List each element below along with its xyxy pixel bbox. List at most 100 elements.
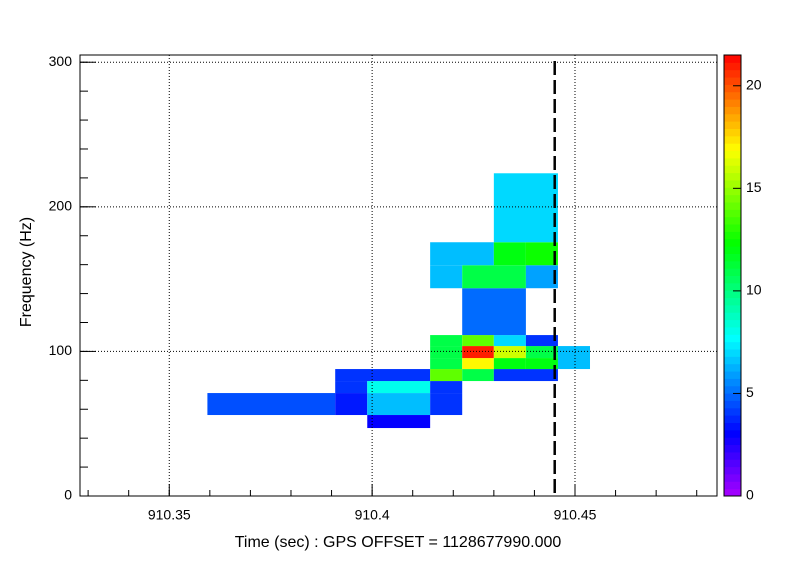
colorbar-step — [724, 165, 741, 174]
colorbar-step — [724, 488, 741, 497]
heatmap-cell — [462, 288, 526, 336]
colorbar-step — [724, 481, 741, 490]
colorbar-step — [724, 216, 741, 225]
colorbar-step — [724, 172, 741, 181]
heatmap-cell — [430, 369, 463, 382]
x-axis-title: Time (sec) : GPS OFFSET = 1128677990.000 — [235, 534, 562, 551]
colorbar-step — [724, 202, 741, 210]
colorbar-step — [724, 84, 741, 93]
heatmap-cell — [525, 242, 558, 266]
x-tick-label: 910.45 — [554, 507, 597, 523]
heatmap-cell — [557, 346, 591, 370]
colorbar-step — [724, 422, 741, 431]
colorbar-step — [724, 246, 741, 254]
heatmap-cell — [462, 265, 526, 289]
heatmap-cell — [462, 358, 494, 370]
colorbar-step — [724, 304, 741, 313]
colorbar-step — [724, 334, 741, 343]
colorbar-step — [724, 356, 741, 365]
colorbar-step — [724, 69, 741, 78]
heatmap-cell — [430, 346, 463, 359]
colorbar-step — [724, 91, 741, 100]
colorbar-step — [724, 157, 741, 166]
colorbar-step — [724, 209, 741, 218]
colorbar-step — [724, 113, 741, 122]
heatmap-cell — [462, 346, 494, 359]
colorbar-step — [724, 400, 741, 409]
heatmap-cell — [430, 393, 463, 416]
heatmap-cell — [493, 346, 526, 359]
colorbar-step — [724, 77, 741, 85]
x-tick-label: 910.4 — [355, 507, 390, 523]
heatmap-cell — [335, 381, 368, 394]
heatmap-cell — [430, 381, 463, 394]
colorbar-step — [724, 459, 741, 468]
colorbar-step — [724, 341, 741, 350]
colorbar-step — [724, 238, 741, 247]
colorbar-step — [724, 253, 741, 262]
heatmap-cell — [525, 346, 558, 359]
colorbar-step — [724, 326, 741, 335]
colorbar-step — [724, 444, 741, 453]
colorbar-step — [724, 429, 741, 438]
colorbar-step — [724, 150, 741, 159]
heatmap-cell — [493, 173, 558, 243]
colorbar-step — [724, 194, 741, 203]
colorbar-step — [724, 224, 741, 232]
colorbar-step — [724, 231, 741, 240]
colorbar-step — [724, 143, 741, 152]
colorbar-step — [724, 415, 741, 423]
x-tick-label: 910.35 — [148, 507, 191, 523]
colorbar-step — [724, 290, 741, 299]
colorbar-step — [724, 437, 741, 446]
heatmap-cell — [335, 393, 368, 416]
y-tick-label: 100 — [49, 342, 73, 358]
colorbar-tick-label: 10 — [746, 282, 762, 298]
colorbar-step — [724, 268, 741, 276]
colorbar-step — [724, 275, 741, 284]
heatmap-cell — [493, 358, 526, 370]
y-axis-title: Frequency (Hz) — [18, 217, 35, 327]
colorbar-step — [724, 121, 741, 129]
colorbar-step — [724, 135, 741, 144]
colorbar-step — [724, 378, 741, 387]
colorbar-step — [724, 260, 741, 269]
colorbar-step — [724, 179, 741, 188]
colorbar-step — [724, 62, 741, 71]
colorbar-step — [724, 371, 741, 379]
colorbar-step — [724, 451, 741, 460]
heatmap-cell — [493, 335, 526, 347]
heatmap-cell — [462, 335, 494, 347]
heatmap-cell — [335, 369, 431, 382]
colorbar-step — [724, 312, 741, 321]
heatmap-cell — [367, 415, 431, 429]
colorbar-step — [724, 187, 741, 196]
colorbar-step — [724, 55, 741, 63]
y-tick-label: 200 — [49, 198, 73, 214]
colorbar-step — [724, 385, 741, 394]
colorbar-step — [724, 349, 741, 357]
colorbar-tick-label: 0 — [746, 487, 754, 503]
colorbar-tick-label: 20 — [746, 76, 762, 92]
heatmap-cell — [430, 358, 463, 370]
colorbar-step — [724, 473, 741, 482]
heatmap-cell — [493, 242, 526, 266]
heatmap-cell — [493, 369, 558, 382]
heatmap-cell — [430, 242, 494, 266]
heatmap-cell — [367, 393, 431, 416]
colorbar-step — [724, 128, 741, 137]
colorbar-step — [724, 363, 741, 372]
heatmap-cell — [525, 335, 558, 347]
colorbar-tick-label: 5 — [746, 384, 754, 400]
colorbar-step — [724, 466, 741, 475]
y-tick-label: 300 — [49, 53, 73, 69]
y-tick-label: 0 — [64, 487, 72, 503]
colorbar-step — [724, 393, 741, 401]
colorbar-tick-label: 15 — [746, 179, 762, 195]
heatmap-cell — [462, 369, 494, 382]
colorbar-step — [724, 282, 741, 291]
colorbar-step — [724, 319, 741, 328]
heatmap-cell — [525, 358, 558, 370]
plot-frame — [79, 54, 718, 497]
